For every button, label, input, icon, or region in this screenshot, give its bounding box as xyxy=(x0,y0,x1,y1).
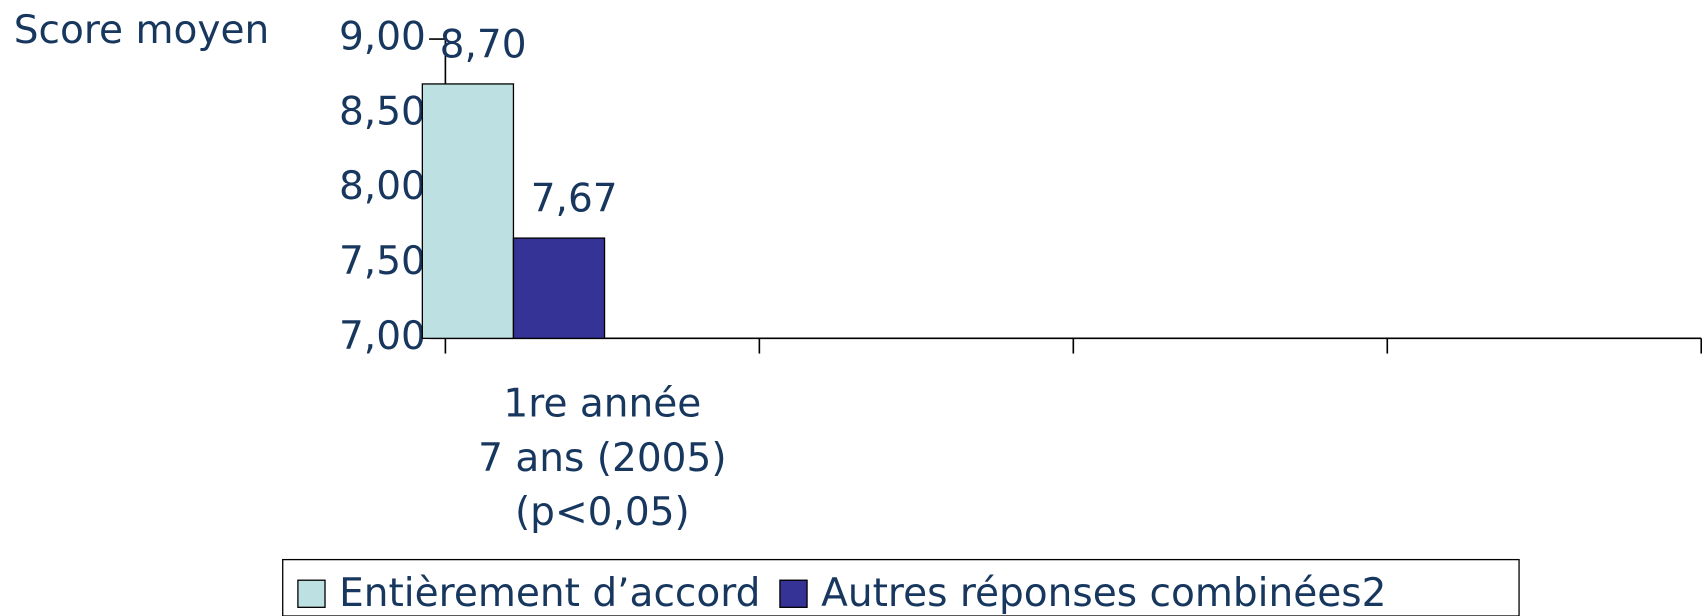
legend-swatch xyxy=(297,579,326,608)
legend-swatch xyxy=(779,579,808,608)
y-tick-label: 7,50 xyxy=(339,239,426,284)
value-label: 7,67 xyxy=(531,177,618,222)
legend: Entièrement d’accord Autres réponses comb… xyxy=(282,558,1520,616)
y-tick-label: 8,00 xyxy=(339,164,426,209)
y-tick-label: 7,00 xyxy=(339,314,426,359)
legend-label: Entièrement d’accord xyxy=(339,571,760,616)
value-label: 8,70 xyxy=(440,23,527,68)
y-axis-label: Score moyen xyxy=(14,8,269,53)
legend-label: Autres réponses combinées2 xyxy=(821,571,1386,616)
y-tick-label: 9,00 xyxy=(339,15,426,60)
x-tick-label: 1re année 7 ans (2005) (p<0,05) xyxy=(478,381,726,534)
y-tick-label: 8,50 xyxy=(339,89,426,134)
legend-box xyxy=(282,558,1520,616)
bar xyxy=(512,237,606,340)
bar xyxy=(421,83,515,340)
